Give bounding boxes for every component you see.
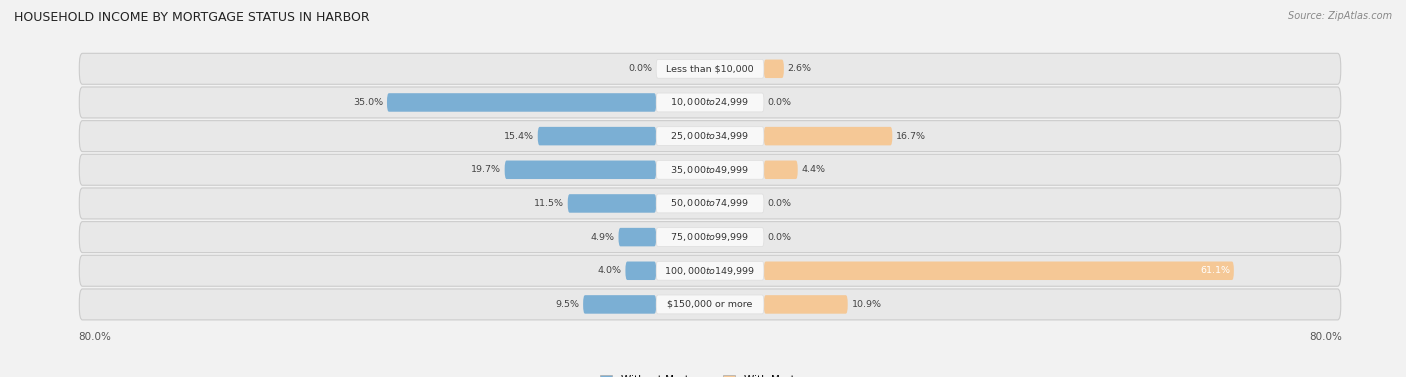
FancyBboxPatch shape	[763, 127, 893, 146]
Text: 15.4%: 15.4%	[503, 132, 534, 141]
FancyBboxPatch shape	[79, 121, 1341, 152]
FancyBboxPatch shape	[657, 160, 763, 179]
Text: 19.7%: 19.7%	[471, 165, 501, 174]
Text: 10.9%: 10.9%	[852, 300, 882, 309]
Text: 61.1%: 61.1%	[1199, 266, 1230, 275]
FancyBboxPatch shape	[79, 255, 1341, 286]
Text: $75,000 to $99,999: $75,000 to $99,999	[671, 231, 749, 243]
FancyBboxPatch shape	[763, 161, 797, 179]
Text: 0.0%: 0.0%	[768, 233, 792, 242]
FancyBboxPatch shape	[657, 194, 763, 213]
Text: 4.9%: 4.9%	[591, 233, 614, 242]
FancyBboxPatch shape	[79, 222, 1341, 253]
Text: $150,000 or more: $150,000 or more	[668, 300, 752, 309]
Legend: Without Mortgage, With Mortgage: Without Mortgage, With Mortgage	[600, 375, 820, 377]
FancyBboxPatch shape	[657, 127, 763, 146]
Text: $10,000 to $24,999: $10,000 to $24,999	[671, 97, 749, 109]
FancyBboxPatch shape	[79, 289, 1341, 320]
Text: $25,000 to $34,999: $25,000 to $34,999	[671, 130, 749, 142]
Text: 35.0%: 35.0%	[353, 98, 382, 107]
Text: Less than $10,000: Less than $10,000	[666, 64, 754, 73]
FancyBboxPatch shape	[763, 60, 785, 78]
Text: $50,000 to $74,999: $50,000 to $74,999	[671, 198, 749, 210]
FancyBboxPatch shape	[79, 188, 1341, 219]
FancyBboxPatch shape	[537, 127, 657, 146]
Text: 9.5%: 9.5%	[555, 300, 579, 309]
Text: 0.0%: 0.0%	[768, 98, 792, 107]
Text: 0.0%: 0.0%	[628, 64, 652, 73]
FancyBboxPatch shape	[657, 228, 763, 247]
FancyBboxPatch shape	[583, 295, 657, 314]
Text: 11.5%: 11.5%	[534, 199, 564, 208]
FancyBboxPatch shape	[505, 161, 657, 179]
Text: 2.6%: 2.6%	[787, 64, 811, 73]
Text: 16.7%: 16.7%	[896, 132, 927, 141]
Text: $35,000 to $49,999: $35,000 to $49,999	[671, 164, 749, 176]
Text: 0.0%: 0.0%	[768, 199, 792, 208]
FancyBboxPatch shape	[79, 53, 1341, 84]
FancyBboxPatch shape	[619, 228, 657, 246]
FancyBboxPatch shape	[763, 262, 1234, 280]
Text: $100,000 to $149,999: $100,000 to $149,999	[665, 265, 755, 277]
FancyBboxPatch shape	[387, 93, 657, 112]
FancyBboxPatch shape	[79, 87, 1341, 118]
Text: HOUSEHOLD INCOME BY MORTGAGE STATUS IN HARBOR: HOUSEHOLD INCOME BY MORTGAGE STATUS IN H…	[14, 11, 370, 24]
FancyBboxPatch shape	[657, 60, 763, 78]
FancyBboxPatch shape	[568, 194, 657, 213]
Text: 4.0%: 4.0%	[598, 266, 621, 275]
FancyBboxPatch shape	[657, 93, 763, 112]
FancyBboxPatch shape	[626, 262, 657, 280]
Text: Source: ZipAtlas.com: Source: ZipAtlas.com	[1288, 11, 1392, 21]
FancyBboxPatch shape	[657, 261, 763, 280]
Text: 4.4%: 4.4%	[801, 165, 825, 174]
FancyBboxPatch shape	[657, 295, 763, 314]
FancyBboxPatch shape	[79, 154, 1341, 185]
FancyBboxPatch shape	[763, 295, 848, 314]
